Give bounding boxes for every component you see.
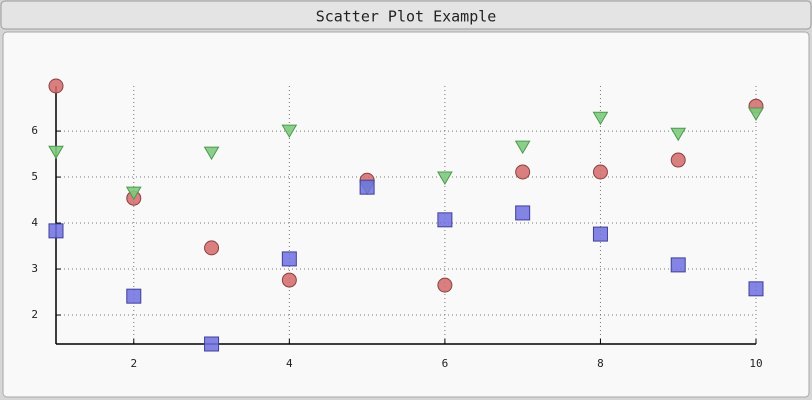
point xyxy=(359,179,375,195)
point xyxy=(437,212,453,228)
point xyxy=(514,140,531,155)
y-tick-label: 3 xyxy=(31,262,38,275)
y-tick-label: 4 xyxy=(31,216,38,229)
point xyxy=(204,336,220,352)
x-tick-label: 8 xyxy=(597,357,604,370)
point xyxy=(281,251,297,267)
point xyxy=(204,240,220,256)
y-tick-label: 6 xyxy=(31,124,38,137)
point xyxy=(437,171,453,185)
point xyxy=(515,164,531,180)
point xyxy=(592,226,608,242)
x-tick-label: 6 xyxy=(442,357,449,370)
point xyxy=(592,164,608,180)
y-tick-label: 2 xyxy=(31,308,38,321)
point xyxy=(281,272,297,288)
point xyxy=(48,223,64,239)
point xyxy=(48,145,64,160)
y-tick-label: 5 xyxy=(31,170,38,183)
x-tick-label: 4 xyxy=(286,357,293,370)
point xyxy=(592,111,609,126)
point xyxy=(515,205,531,221)
window-title: Scatter Plot Example xyxy=(316,8,497,26)
point xyxy=(437,277,453,293)
point xyxy=(670,257,686,273)
point xyxy=(670,152,686,168)
point xyxy=(125,186,142,201)
point xyxy=(748,281,764,297)
point xyxy=(670,127,687,142)
x-tick-label: 10 xyxy=(749,357,762,370)
chart-panel xyxy=(2,31,810,398)
title-bar xyxy=(0,0,812,30)
point xyxy=(48,78,64,94)
point xyxy=(126,288,142,304)
x-tick-label: 2 xyxy=(130,357,137,370)
point xyxy=(281,124,298,139)
point xyxy=(748,107,764,122)
point xyxy=(203,146,220,161)
